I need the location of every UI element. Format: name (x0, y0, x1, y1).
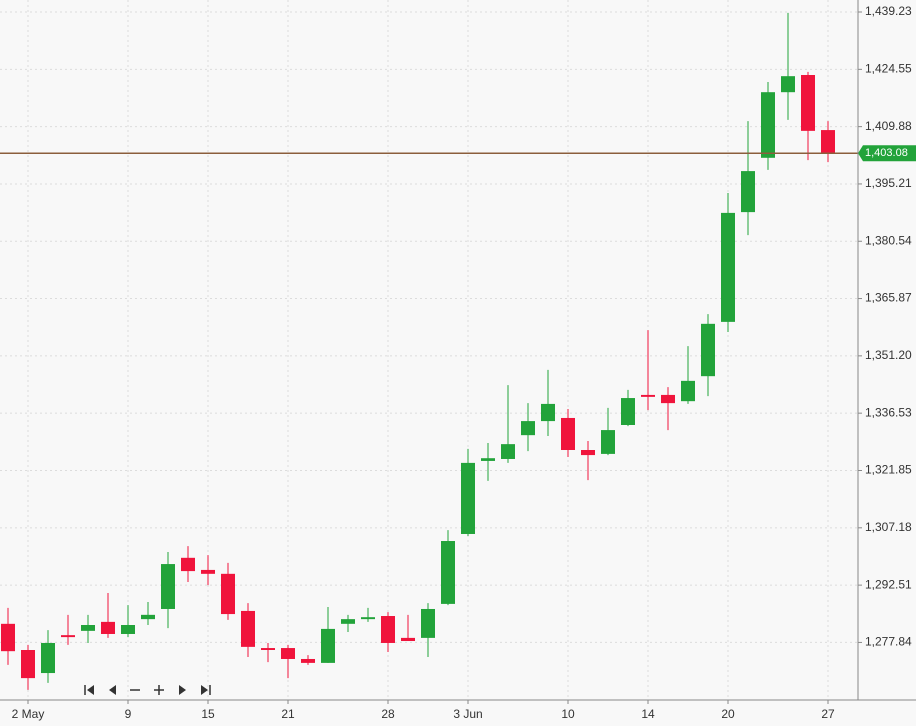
candle-body (661, 394, 675, 404)
candle-body (801, 75, 815, 131)
candle-body (341, 619, 355, 624)
x-tick-label: 10 (561, 707, 575, 721)
candle-body (281, 648, 295, 659)
candle-body (361, 617, 375, 620)
zoom-in[interactable] (154, 685, 164, 695)
candle-body (221, 573, 235, 615)
y-tick-label: 1,292.51 (865, 577, 912, 591)
candle-body (821, 130, 835, 154)
y-tick-label: 1,409.88 (865, 119, 912, 133)
candle-body (1, 623, 15, 652)
x-tick-label: 15 (201, 707, 215, 721)
candle-body (561, 417, 575, 450)
candle-body (21, 650, 35, 679)
candle-body (441, 541, 455, 604)
candle-body (781, 76, 795, 93)
y-tick-label: 1,424.55 (865, 62, 912, 76)
nav-next[interactable] (179, 685, 186, 695)
y-tick-label: 1,277.84 (865, 635, 912, 649)
x-tick-label: 20 (721, 707, 735, 721)
candle-body (721, 212, 735, 322)
candle-body (641, 394, 655, 397)
nav-prev[interactable] (109, 685, 116, 695)
candle-body (141, 614, 155, 620)
x-tick-label: 14 (641, 707, 655, 721)
candle-body (381, 616, 395, 643)
candle-body (581, 450, 595, 456)
candle-body (61, 635, 75, 638)
y-tick-label: 1,307.18 (865, 520, 912, 534)
x-tick-label: 21 (281, 707, 295, 721)
candle-body (421, 608, 435, 638)
candle-body (321, 628, 335, 663)
candle-body (261, 648, 275, 650)
candle-body (201, 569, 215, 574)
x-tick-label: 9 (125, 707, 132, 721)
candle-body (501, 444, 515, 459)
candle-body (301, 658, 315, 663)
candle-body (681, 380, 695, 402)
candle-body (541, 403, 555, 422)
candle-body (121, 625, 135, 634)
last-price-tag (858, 145, 916, 162)
y-tick-label: 1,365.87 (865, 291, 912, 305)
last-price-label: 1,403.08 (865, 147, 908, 159)
candle-body (761, 92, 775, 158)
y-tick-label: 1,336.53 (865, 405, 912, 419)
candle-body (461, 462, 475, 534)
candle-body (601, 430, 615, 454)
y-tick-label: 1,380.54 (865, 233, 912, 247)
candle-body (401, 637, 415, 642)
candle-body (621, 398, 635, 425)
candle-body (181, 557, 195, 572)
x-tick-label: 2 May (12, 707, 45, 721)
candle-body (101, 621, 115, 634)
y-tick-label: 1,321.85 (865, 463, 912, 477)
y-tick-label: 1,439.23 (865, 4, 912, 18)
candle-body (81, 625, 95, 631)
y-tick-label: 1,395.21 (865, 176, 912, 190)
x-tick-label: 28 (381, 707, 395, 721)
candle-body (241, 610, 255, 647)
candle-body (161, 564, 175, 609)
candle-body (481, 458, 495, 461)
candle-body (521, 421, 535, 436)
x-tick-label: 27 (821, 707, 835, 721)
candle-body (701, 323, 715, 377)
y-tick-label: 1,351.20 (865, 348, 912, 362)
nav-toolbar (84, 685, 211, 695)
candle-body (741, 171, 755, 213)
nav-first[interactable] (84, 685, 94, 695)
nav-last[interactable] (201, 685, 211, 695)
x-tick-label: 3 Jun (453, 707, 482, 721)
candle-body (41, 642, 55, 674)
